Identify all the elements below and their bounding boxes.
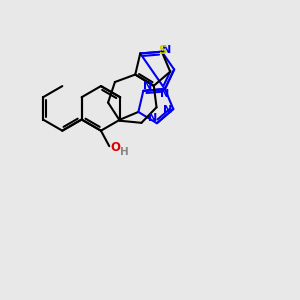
Text: N: N [143,81,152,91]
Text: N: N [148,113,157,123]
Text: O: O [110,141,120,154]
Text: N: N [163,105,172,115]
Text: N: N [162,45,172,55]
Text: H: H [120,147,129,157]
Text: S: S [158,44,167,57]
Text: N: N [160,89,170,99]
